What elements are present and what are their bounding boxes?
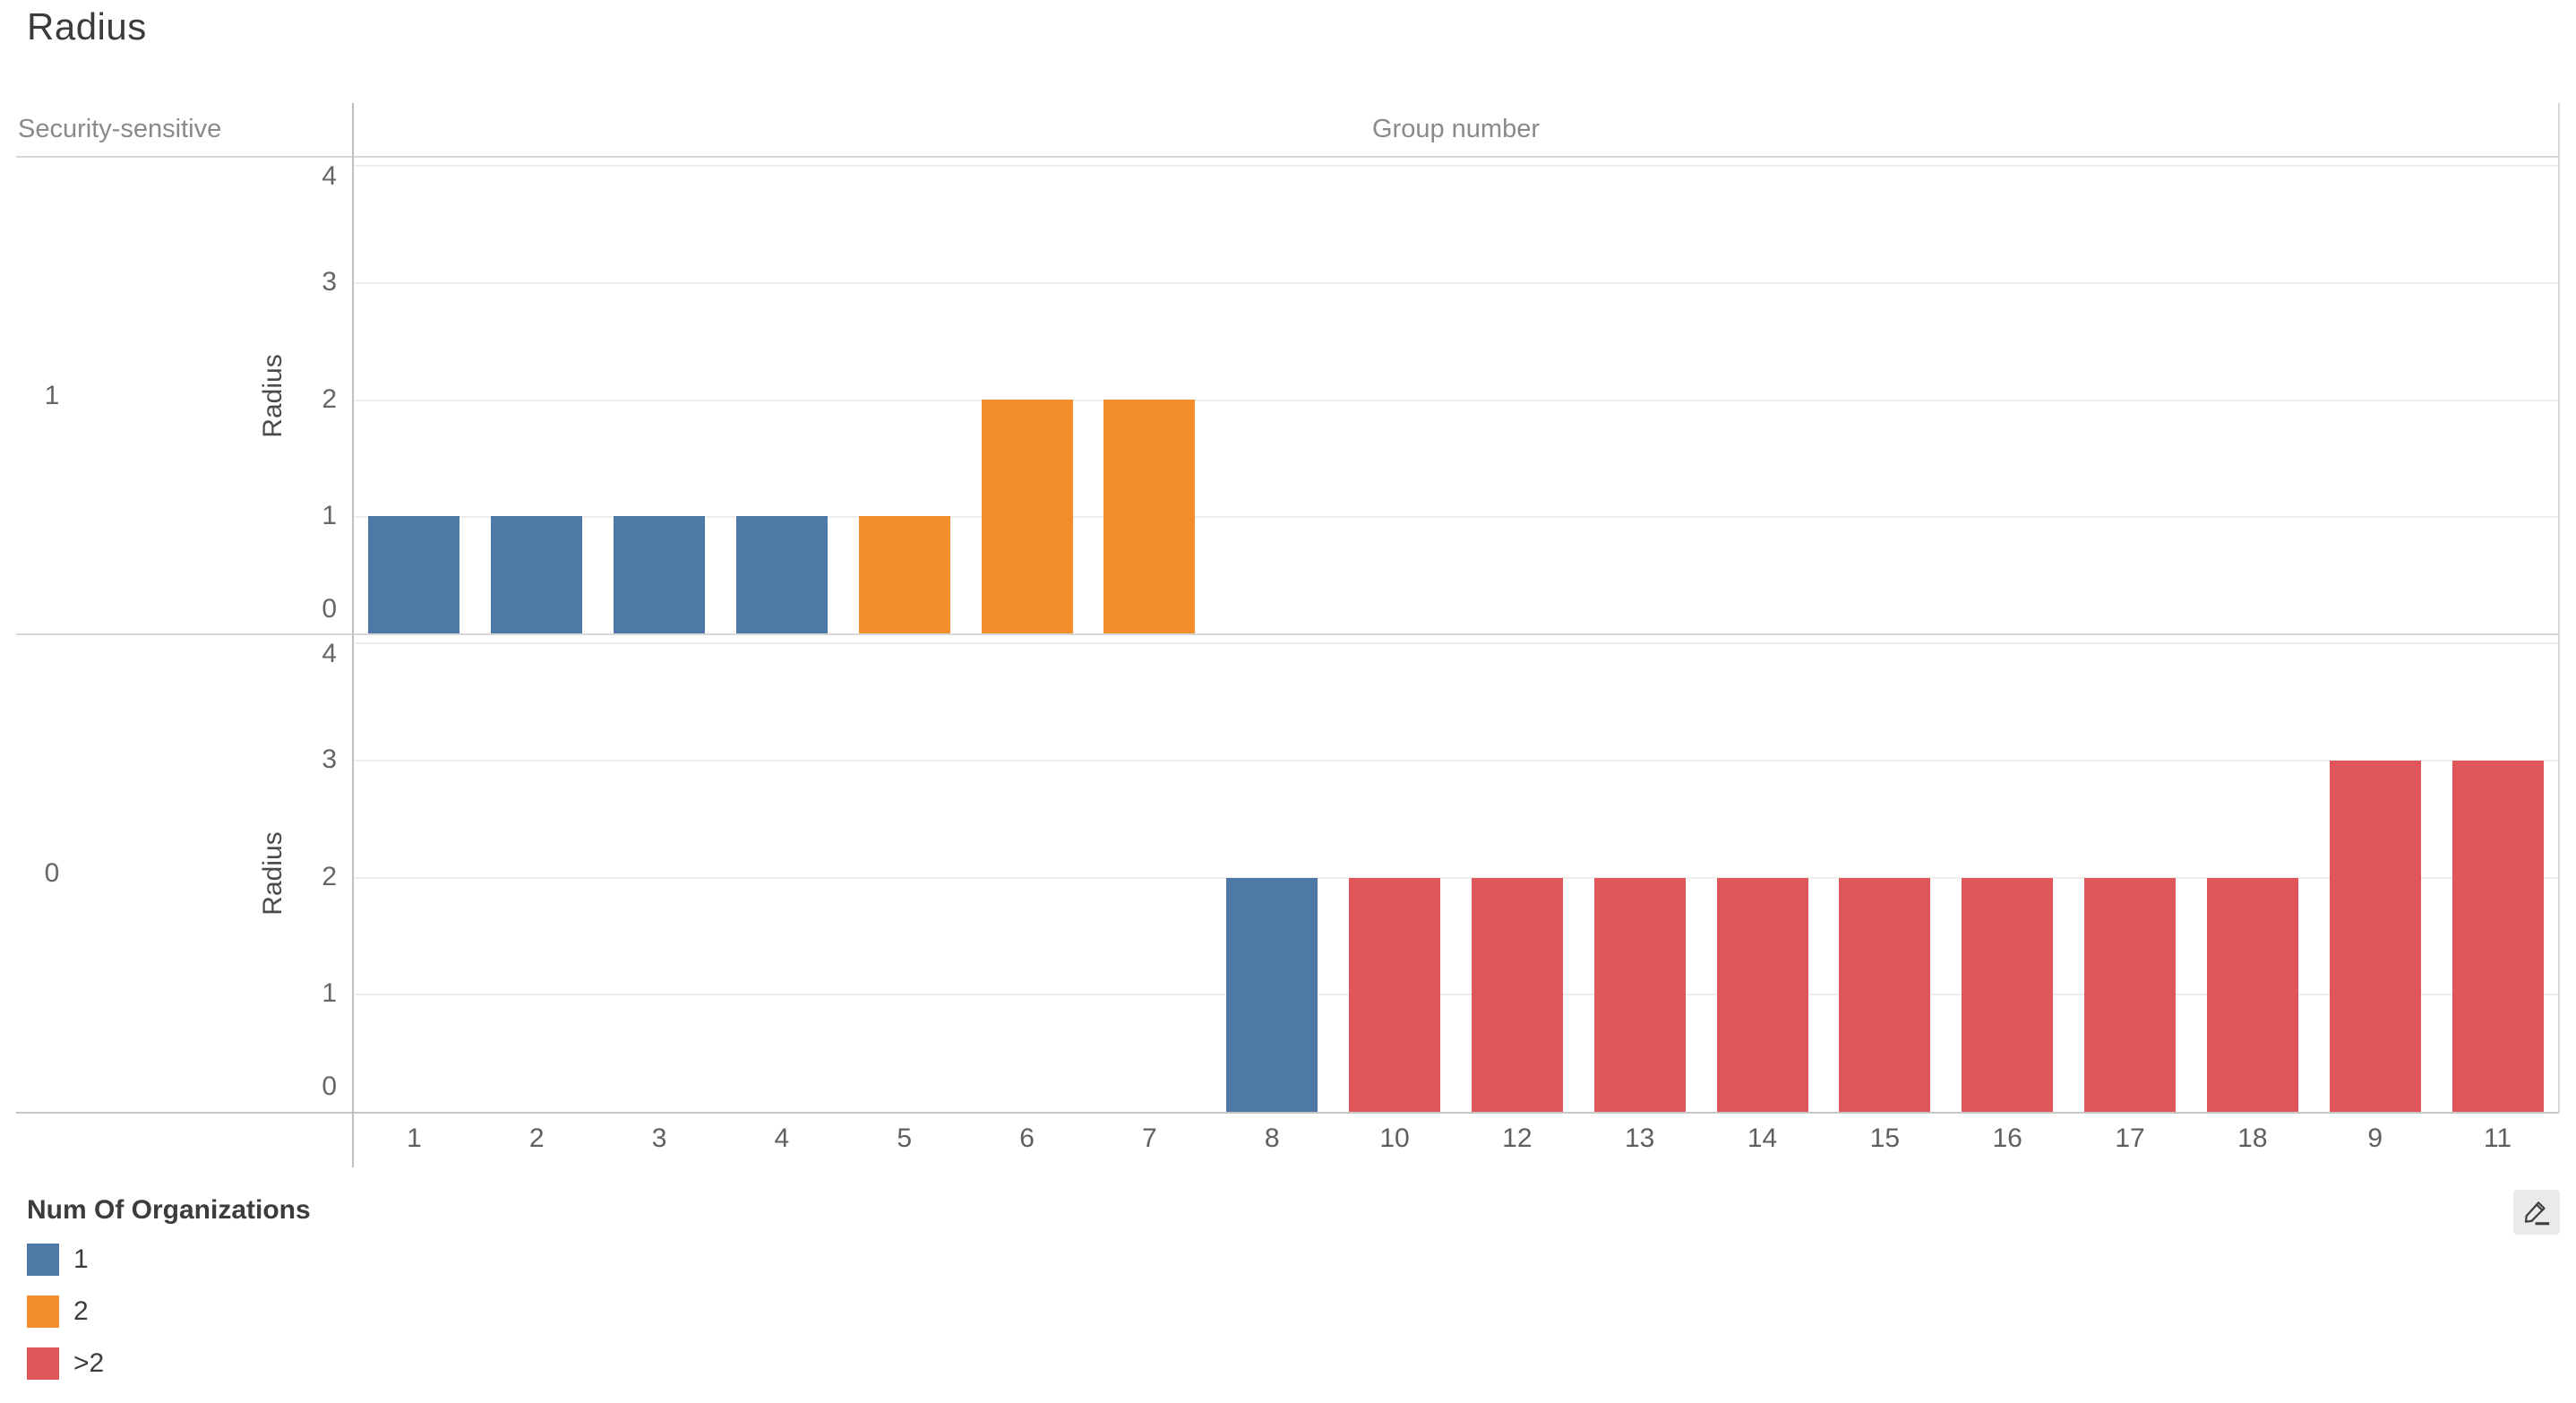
gridline <box>353 165 2559 167</box>
x-category-label-9[interactable]: 9 <box>2367 1123 2383 1153</box>
bar-group-12[interactable] <box>1471 877 1563 1112</box>
y-tick-label: 4 <box>322 161 337 191</box>
x-category-label-8[interactable]: 8 <box>1264 1123 1280 1153</box>
bar-group-15[interactable] <box>1839 877 1931 1112</box>
x-category-label-2[interactable]: 2 <box>528 1123 545 1153</box>
y-tick-label: 4 <box>322 639 337 668</box>
plot-area <box>353 158 2559 633</box>
x-category-label-16[interactable]: 16 <box>1992 1123 2022 1153</box>
legend-title: Num Of Organizations <box>27 1195 311 1225</box>
bar-group-18[interactable] <box>2206 877 2298 1112</box>
legend-item-2[interactable]: 2 <box>27 1295 311 1328</box>
axis-divider-line <box>352 103 354 1167</box>
x-category-label-4[interactable]: 4 <box>774 1123 790 1153</box>
legend-swatch <box>27 1295 59 1328</box>
y-tick-label: 0 <box>322 594 337 624</box>
gridline <box>353 759 2559 762</box>
bar-group-5[interactable] <box>858 516 950 633</box>
x-category-label-18[interactable]: 18 <box>2237 1123 2268 1153</box>
x-category-label-12[interactable]: 12 <box>1502 1123 1533 1153</box>
bar-group-6[interactable] <box>981 399 1073 633</box>
gridline <box>353 876 2559 879</box>
bar-group-13[interactable] <box>1593 877 1686 1112</box>
gridline <box>353 642 2559 644</box>
legend-item-gt2[interactable]: >2 <box>27 1347 311 1380</box>
chart-title: Radius <box>27 5 147 47</box>
x-category-label-5[interactable]: 5 <box>897 1123 913 1153</box>
facet-panel-0: 0 Radius 4 3 2 1 0 <box>16 635 2559 1114</box>
bar-group-4[interactable] <box>735 516 828 633</box>
bar-group-3[interactable] <box>614 516 706 633</box>
header-band: Security-sensitive Group number <box>16 103 2559 158</box>
x-axis-header: Group number <box>1372 115 1540 143</box>
bar-group-14[interactable] <box>1716 877 1808 1112</box>
x-category-label-17[interactable]: 17 <box>2115 1123 2145 1153</box>
bar-group-17[interactable] <box>2084 877 2177 1112</box>
x-category-label-14[interactable]: 14 <box>1747 1123 1778 1153</box>
x-category-label-13[interactable]: 13 <box>1625 1123 1655 1153</box>
legend-swatch <box>27 1243 59 1276</box>
x-category-label-15[interactable]: 15 <box>1869 1123 1901 1153</box>
y-tick-label: 1 <box>322 501 337 531</box>
bar-group-7[interactable] <box>1103 399 1196 633</box>
gridline <box>353 516 2559 519</box>
facet-column-header: Security-sensitive <box>18 115 222 143</box>
x-category-label-10[interactable]: 10 <box>1379 1123 1410 1153</box>
x-category-label-11[interactable]: 11 <box>2483 1123 2512 1153</box>
plot-area <box>353 635 2559 1112</box>
plot-right-border <box>2558 103 2560 1114</box>
bar-group-9[interactable] <box>2329 760 2421 1112</box>
legend: Num Of Organizations 1 2 >2 <box>27 1195 311 1380</box>
row-header-0[interactable]: 0 <box>44 858 60 888</box>
edit-pencil-button[interactable] <box>2513 1190 2560 1235</box>
gridline <box>353 399 2559 401</box>
bar-group-8[interactable] <box>1226 877 1318 1112</box>
y-tick-label: 0 <box>322 1072 337 1101</box>
bar-group-1[interactable] <box>368 516 460 633</box>
bar-group-10[interactable] <box>1349 877 1441 1112</box>
y-tick-label: 3 <box>322 266 337 297</box>
bar-group-16[interactable] <box>1962 877 2054 1112</box>
legend-item-1[interactable]: 1 <box>27 1243 311 1276</box>
y-tick-label: 2 <box>322 383 337 414</box>
y-tick-label: 3 <box>322 744 337 774</box>
x-category-label-7[interactable]: 7 <box>1142 1123 1157 1153</box>
x-category-label-6[interactable]: 6 <box>1019 1123 1035 1153</box>
gridline <box>353 281 2559 284</box>
gridline <box>353 994 2559 996</box>
bar-group-11[interactable] <box>2451 760 2544 1112</box>
legend-item-label: 1 <box>73 1244 89 1274</box>
x-axis-labels: 1 2 3 4 5 6 7 8 10 12 13 14 15 16 17 18 9 11 <box>353 1114 2559 1166</box>
bar-group-2[interactable] <box>491 516 583 633</box>
row-header-1[interactable]: 1 <box>44 380 60 410</box>
y-tick-label: 1 <box>322 978 337 1009</box>
legend-item-label: 2 <box>73 1295 89 1326</box>
y-tick-label: 2 <box>322 861 337 891</box>
facet-panel-1: 1 Radius 4 3 2 1 0 <box>16 158 2559 635</box>
legend-item-label: >2 <box>73 1347 105 1378</box>
legend-swatch <box>27 1347 59 1380</box>
legend-items: 1 2 >2 <box>27 1243 311 1380</box>
edit-pencil-icon <box>2524 1201 2550 1226</box>
x-category-label-3[interactable]: 3 <box>651 1123 667 1153</box>
x-category-label-1[interactable]: 1 <box>407 1123 422 1153</box>
